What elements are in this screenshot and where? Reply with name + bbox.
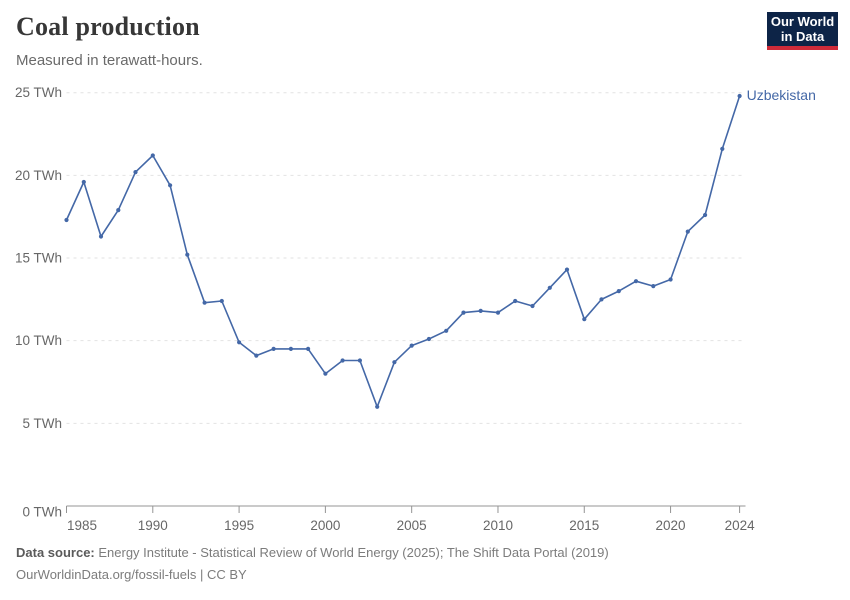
- data-point-1988[interactable]: [116, 208, 121, 213]
- data-point-2007[interactable]: [444, 328, 449, 333]
- data-point-2005[interactable]: [409, 343, 414, 348]
- data-point-2014[interactable]: [564, 267, 570, 272]
- data-point-2000[interactable]: [323, 371, 328, 376]
- data-source-label: Data source:: [16, 545, 95, 560]
- data-point-1985[interactable]: [64, 217, 69, 223]
- data-point-1997[interactable]: [271, 346, 276, 351]
- data-point-2001[interactable]: [340, 358, 345, 363]
- x-axis-label: 1990: [138, 518, 168, 533]
- data-point-2008[interactable]: [461, 310, 466, 315]
- data-point-2004[interactable]: [392, 360, 397, 365]
- data-point-2021[interactable]: [685, 229, 690, 234]
- x-axis-label: 1995: [224, 518, 254, 533]
- data-point-2003[interactable]: [375, 404, 380, 409]
- data-point-2019[interactable]: [651, 284, 656, 289]
- data-point-1991[interactable]: [168, 183, 173, 188]
- data-point-2016[interactable]: [599, 297, 604, 302]
- series-label-uzbekistan[interactable]: Uzbekistan: [746, 87, 816, 103]
- x-axis-label: 2000: [310, 518, 340, 533]
- data-point-2015[interactable]: [582, 317, 587, 322]
- data-source-line: Data source: Energy Institute - Statisti…: [16, 542, 609, 564]
- x-axis-label: 2005: [397, 518, 427, 533]
- data-point-2010[interactable]: [495, 310, 501, 315]
- y-axis-label: 10 TWh: [15, 333, 62, 348]
- data-point-2002[interactable]: [357, 358, 362, 363]
- data-point-2024[interactable]: [737, 93, 742, 99]
- data-point-1993[interactable]: [202, 300, 207, 305]
- x-axis-label: 2010: [483, 518, 513, 533]
- chart-subtitle: Measured in terawatt-hours.: [16, 52, 203, 69]
- y-axis-label: 25 TWh: [15, 85, 62, 100]
- y-axis-label: 20 TWh: [15, 168, 62, 183]
- y-axis-label: 5 TWh: [22, 416, 62, 431]
- data-point-1998[interactable]: [288, 346, 293, 351]
- owid-logo[interactable]: Our World in Data: [767, 12, 838, 50]
- data-point-1990[interactable]: [150, 153, 155, 158]
- data-point-1989[interactable]: [133, 170, 138, 175]
- data-point-1995[interactable]: [237, 340, 242, 345]
- page-title: Coal production: [16, 12, 200, 41]
- data-source-text: Energy Institute - Statistical Review of…: [94, 545, 609, 560]
- data-point-2018[interactable]: [633, 279, 639, 284]
- data-point-1996[interactable]: [254, 353, 259, 358]
- data-point-1987[interactable]: [98, 234, 104, 239]
- data-point-2022[interactable]: [703, 212, 708, 218]
- logo-line-2: in Data: [780, 29, 825, 44]
- data-point-2017[interactable]: [616, 289, 621, 294]
- x-axis-label: 2024: [725, 518, 756, 533]
- data-point-2020[interactable]: [668, 277, 673, 282]
- data-point-2011[interactable]: [513, 298, 518, 304]
- chart-footer: Data source: Energy Institute - Statisti…: [16, 542, 609, 586]
- data-point-1999[interactable]: [306, 346, 311, 351]
- data-point-2009[interactable]: [478, 308, 483, 313]
- x-axis-label: 2015: [569, 518, 599, 533]
- data-point-1992[interactable]: [185, 252, 190, 257]
- x-axis-label: 1985: [67, 518, 97, 533]
- data-point-1994[interactable]: [219, 298, 224, 304]
- y-axis-label: 0 TWh: [22, 505, 62, 520]
- y-axis-label: 15 TWh: [15, 251, 62, 266]
- data-point-2013[interactable]: [547, 285, 552, 290]
- data-point-2023[interactable]: [720, 146, 725, 151]
- data-point-2006[interactable]: [426, 336, 431, 342]
- credit-line: OurWorldinData.org/fossil-fuels | CC BY: [16, 567, 247, 582]
- data-point-2012[interactable]: [530, 303, 535, 309]
- series-line-uzbekistan[interactable]: [65, 95, 741, 408]
- data-point-1986[interactable]: [81, 179, 86, 185]
- logo-line-1: Our World: [770, 14, 835, 29]
- x-axis-label: 2020: [656, 518, 686, 533]
